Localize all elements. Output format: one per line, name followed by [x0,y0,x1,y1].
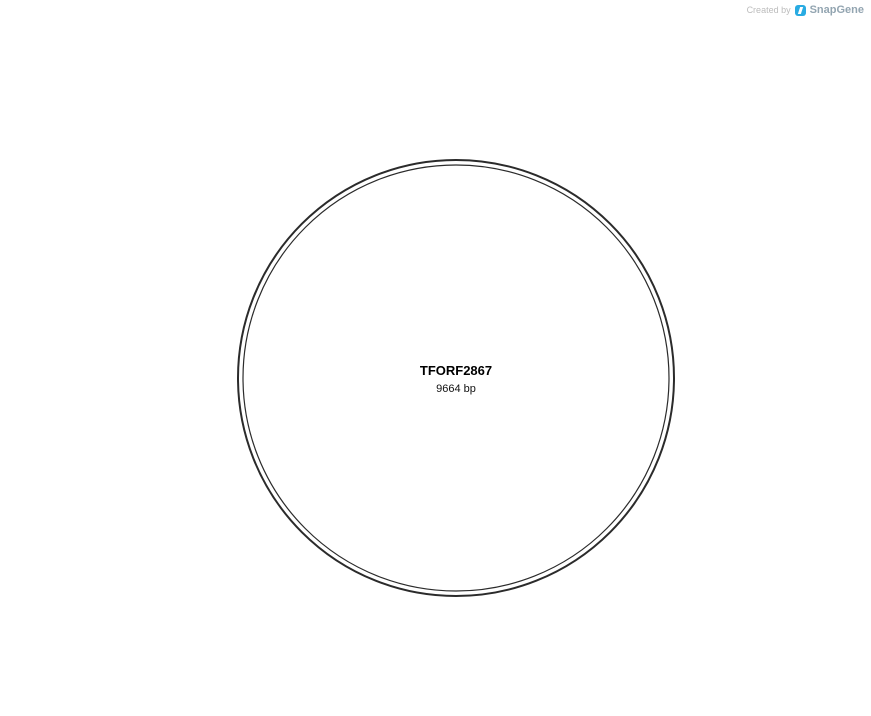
snapgene-credit: Created by SnapGene [747,4,864,16]
plasmid-name: TFORF2867 [420,363,492,378]
backbone-outer-circle[interactable] [237,159,675,597]
backbone-inner-circle[interactable] [242,164,670,592]
plasmid-backbone[interactable] [237,159,675,597]
plasmid-size: 9664 bp [436,383,476,395]
snapgene-logo-icon [794,4,806,16]
credit-text: Created by [746,5,791,15]
credit-brand: SnapGene [809,4,864,16]
